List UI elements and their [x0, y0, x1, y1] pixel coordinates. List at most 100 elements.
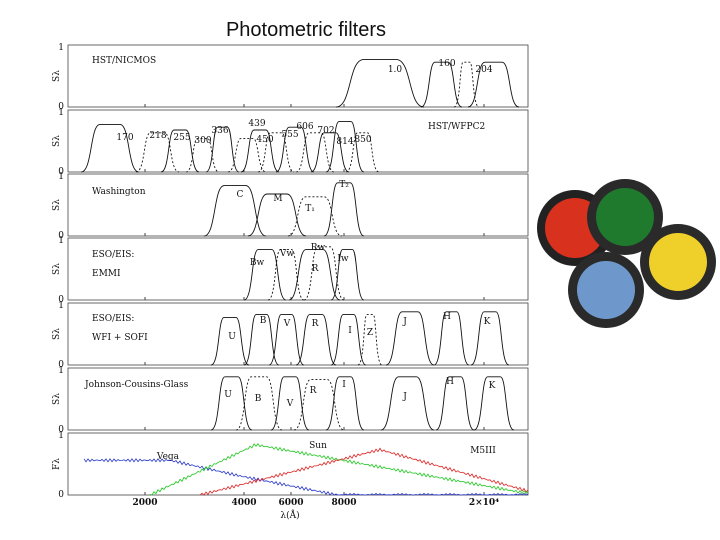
y-axis-label: Sλ — [52, 263, 62, 275]
y-tick-label: 0 — [58, 102, 64, 112]
x-tick-label: 8000 — [331, 498, 356, 508]
filter-label: 606 — [296, 122, 313, 132]
y-tick-label: 0 — [58, 167, 64, 177]
panel: Fλ 1 0 Vega Sun M5III — [52, 431, 529, 500]
filter-label: V — [286, 399, 294, 409]
y-axis-label: Sλ — [52, 70, 62, 82]
filter-curve — [243, 314, 280, 366]
filter-label: Bw — [250, 258, 265, 268]
slide-title: Photometric filters — [226, 19, 386, 41]
panel-name: Washington — [92, 187, 146, 197]
filter-label: 450 — [256, 135, 273, 145]
filter-curve — [243, 249, 287, 301]
filter-curve — [310, 132, 350, 173]
filter-curve — [323, 182, 365, 237]
panel-name: HST/NICMOS — [92, 56, 156, 66]
y-axis-label: Sλ — [52, 199, 62, 211]
filter-curve — [330, 249, 365, 301]
panel-name: Johnson-Cousins-Glass — [84, 380, 189, 390]
filter-curve — [295, 314, 337, 366]
filter-label: V — [283, 319, 291, 329]
spectrum — [83, 458, 529, 496]
y-tick-label: 1 — [58, 108, 64, 118]
filter-label: B — [255, 394, 262, 404]
filter-label: Rw — [311, 243, 326, 253]
filter-label: 300 — [194, 136, 211, 146]
panel-frame — [67, 432, 529, 496]
spectrum — [199, 447, 529, 496]
filter-curve — [235, 376, 283, 431]
filter-curve — [135, 132, 180, 173]
panel-frame — [67, 237, 529, 301]
filter-label: J — [402, 317, 407, 327]
filter-curve — [268, 314, 305, 366]
panel: Sλ 1 0 Johnson-Cousins-Glass U B V R I J H K — [52, 366, 529, 435]
filter-label: 814 — [336, 137, 353, 147]
filter-label: U — [228, 332, 236, 342]
filter-label: 170 — [116, 133, 133, 143]
filter-curve — [257, 132, 295, 173]
filter-label: J — [402, 392, 407, 402]
filter-label: R — [310, 386, 317, 396]
y-tick-label: 1 — [58, 43, 64, 53]
filter-label: Vega — [156, 452, 180, 462]
filter-curve — [185, 137, 220, 173]
y-tick-label: 1 — [58, 236, 64, 246]
filter-curve — [473, 376, 515, 431]
x-tick-label: 6000 — [278, 498, 303, 508]
filter-curve — [210, 376, 253, 431]
y-tick-label: 0 — [58, 490, 64, 500]
filter-label: T₁ — [305, 204, 315, 214]
panel-frame — [67, 173, 529, 237]
filter-curve — [357, 314, 383, 366]
filter-curve — [435, 376, 475, 431]
filter-label: B — [260, 316, 267, 326]
filter-curve — [160, 129, 200, 173]
panel-frame — [67, 109, 529, 173]
filter-label: 204 — [475, 65, 492, 75]
filter-curve — [80, 123, 140, 173]
y-tick-label: 1 — [58, 431, 64, 441]
y-axis-label: Sλ — [52, 135, 62, 147]
filter-curve — [385, 311, 435, 366]
panel-name: EMMI — [92, 269, 121, 279]
filter-curve — [210, 316, 250, 366]
filter-curve — [203, 185, 267, 237]
filter-photo — [537, 179, 716, 328]
filter-curve — [325, 376, 365, 431]
x-tick-label: 4000 — [231, 498, 256, 508]
y-tick-label: 0 — [58, 231, 64, 241]
filter-label: 555 — [281, 130, 298, 140]
filter-label: 702 — [317, 126, 334, 136]
filter-label: I — [348, 326, 352, 336]
panel-name: WFI + SOFI — [92, 333, 148, 343]
filter-label: M5III — [470, 446, 496, 456]
filter-label: 255 — [173, 133, 190, 143]
panel: Sλ 1 0 HST/NICMOS 1.0 160 204 — [52, 43, 529, 112]
filter-label: Vw — [279, 249, 294, 259]
filter-label: Sun — [309, 441, 327, 451]
panel-frame — [67, 302, 529, 366]
filter-label: I — [342, 380, 346, 390]
filter-curve — [467, 61, 520, 108]
y-tick-label: 0 — [58, 425, 64, 435]
filter-label: R — [312, 319, 319, 329]
filter-curve — [293, 379, 345, 431]
x-tick-label: 2×10⁴ — [469, 498, 499, 508]
filter-curve — [330, 314, 367, 366]
filter-label: T₂ — [339, 180, 349, 190]
filter-curve — [275, 126, 315, 173]
filter-curve — [287, 196, 343, 237]
filter-label: 160 — [438, 59, 455, 69]
filter-label: 218 — [149, 131, 166, 141]
filter-label: 336 — [211, 126, 228, 136]
filter-curve — [295, 132, 335, 173]
filter-curve — [270, 376, 310, 431]
filter-label: C — [237, 190, 244, 200]
panel-frame — [67, 367, 529, 431]
filter-label: 850 — [354, 135, 371, 145]
filter-label: Iw — [337, 254, 349, 264]
